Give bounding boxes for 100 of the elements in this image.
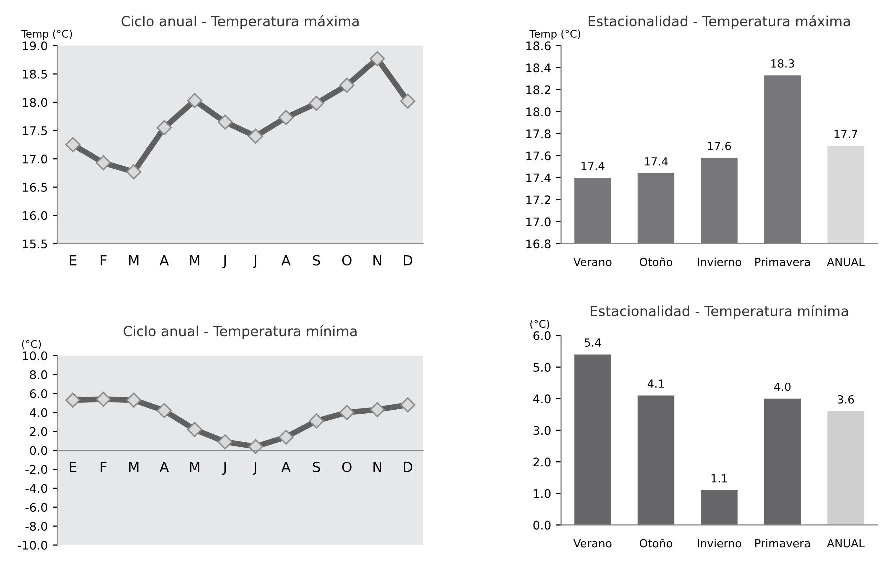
point <box>218 114 233 130</box>
x-tick-label: Verano <box>574 539 612 548</box>
data-label: 5.4 <box>584 338 602 348</box>
x-tick-label: O <box>342 462 352 472</box>
x-tick-label: E <box>70 255 77 266</box>
point <box>370 402 386 418</box>
y-tick-label: 17.8 <box>526 130 551 139</box>
x-tick-label: M <box>190 255 200 266</box>
data-label: 4.1 <box>648 380 664 388</box>
x-tick-label: D <box>404 462 413 472</box>
y-axis-title: Temp (°C) <box>530 30 580 40</box>
point <box>156 403 172 418</box>
x-tick-label: J <box>253 255 256 268</box>
data-label: 17.6 <box>708 142 732 150</box>
x-tick-label: Primavera <box>756 258 810 266</box>
y-tick-label: 8.0 <box>30 370 48 380</box>
x-tick-label: ANUAL <box>827 539 865 548</box>
data-label: 17.4 <box>582 162 605 170</box>
x-tick-label: A <box>160 255 170 266</box>
y-tick-label: 16.0 <box>23 211 48 220</box>
point <box>218 434 233 450</box>
x-tick-label: F <box>100 255 107 266</box>
point <box>400 94 416 109</box>
x-tick-label: M <box>190 462 200 472</box>
y-tick-label: 18.6 <box>526 42 551 51</box>
x-tick-label: D <box>404 255 413 266</box>
x-tick-label: J <box>222 462 226 476</box>
x-tick-label: Otoño <box>640 538 672 548</box>
y-tick-label: 18.5 <box>23 70 48 79</box>
y-tick-label: 17.0 <box>526 218 551 227</box>
y-tick-label: -8.0 <box>26 522 48 532</box>
y-tick-label: 2.0 <box>534 458 551 467</box>
x-tick-label: S <box>313 462 320 472</box>
y-tick-label: 18.4 <box>526 64 551 73</box>
y-tick-label: 4.0 <box>533 394 551 404</box>
y-tick-label: 17.0 <box>23 154 48 164</box>
point <box>126 164 142 180</box>
x-tick-label: E <box>70 462 77 472</box>
x-tick-label: J <box>253 462 256 476</box>
y-tick-label: 17.6 <box>526 152 551 161</box>
x-tick-label: Invierno <box>698 539 742 548</box>
point <box>96 155 112 171</box>
y-tick-label: 0.0 <box>534 520 551 530</box>
y-tick-label: 1.0 <box>534 489 551 498</box>
x-tick-label: M <box>129 462 139 472</box>
x-tick-label: Otoño <box>640 258 672 266</box>
y-tick-label: 2.0 <box>30 427 48 436</box>
x-tick-label: A <box>282 462 291 472</box>
bar <box>764 398 802 526</box>
data-label: 1.1 <box>712 474 728 483</box>
y-tick-label: 10.0 <box>23 352 48 361</box>
point <box>187 93 202 108</box>
y-tick-label: -2.0 <box>26 465 48 474</box>
x-tick-label: Invierno <box>698 258 742 266</box>
y-tick-label: 3.0 <box>534 426 551 436</box>
point <box>248 439 264 454</box>
y-tick-label: -4.0 <box>26 484 48 494</box>
chart-title: Ciclo anual - Temperatura máxima <box>122 15 359 30</box>
point <box>66 137 81 153</box>
point <box>126 392 142 408</box>
point <box>309 414 324 429</box>
bar <box>828 412 864 526</box>
y-tick-label: 16.5 <box>23 183 48 192</box>
data-label: 3.6 <box>838 395 854 404</box>
y-axis-title: Temp (°C) <box>21 30 72 40</box>
data-label: 17.7 <box>834 130 858 138</box>
y-tick-label: -6.0 <box>26 503 48 512</box>
point <box>278 430 294 445</box>
y-tick-label: 17.2 <box>526 196 550 204</box>
point <box>340 405 355 420</box>
data-label: 18.3 <box>772 60 794 68</box>
point <box>156 120 172 136</box>
x-tick-label: F <box>100 462 107 472</box>
x-tick-label: O <box>342 255 352 266</box>
y-tick-label: 0.0 <box>30 446 48 456</box>
x-tick-label: Primavera <box>756 539 810 548</box>
y-tick-label: 18.0 <box>23 98 48 108</box>
y-tick-label: 4.0 <box>30 408 48 418</box>
point <box>66 392 81 408</box>
bar <box>638 396 675 526</box>
y-tick-label: 19.0 <box>23 42 48 51</box>
bar <box>574 354 612 526</box>
y-tick-label: 18.0 <box>526 108 551 117</box>
chart-title: Estacionalidad - Temperatura máxima <box>588 15 850 30</box>
y-tick-label: 17.5 <box>23 126 48 136</box>
y-tick-label: 18.2 <box>526 86 550 95</box>
x-tick-label: N <box>374 462 382 472</box>
x-tick-label: J <box>222 255 226 268</box>
bar <box>701 490 738 526</box>
point <box>96 392 112 408</box>
point <box>400 398 416 413</box>
y-tick-label: -10.0 <box>18 541 48 550</box>
y-tick-label: 15.5 <box>23 240 48 249</box>
point <box>370 51 386 67</box>
x-tick-label: S <box>313 255 320 266</box>
x-tick-label: A <box>282 255 291 266</box>
x-tick-label: M <box>129 255 139 266</box>
data-label: 4.0 <box>774 382 791 392</box>
y-tick-label: 6.0 <box>30 389 48 398</box>
y-tick-label: 6.0 <box>534 332 551 340</box>
